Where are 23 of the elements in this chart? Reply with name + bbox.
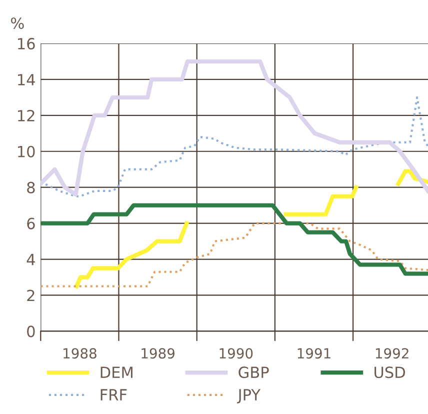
line-series: [40, 59, 428, 197]
y-tick-label: 12: [18, 110, 34, 122]
line-series: [40, 222, 428, 288]
legend-label: FRF: [100, 389, 127, 400]
legend-label: GBP: [238, 366, 269, 378]
x-tick-label: 1992: [376, 348, 408, 359]
legend-label: USD: [374, 366, 405, 378]
legend-label: JPY: [237, 389, 261, 404]
x-tick-label: 1988: [64, 348, 96, 359]
y-tick-label: 8: [27, 182, 35, 194]
line-series: [40, 203, 428, 276]
y-tick-label: 0: [27, 326, 35, 338]
y-tick-label: 2: [27, 290, 34, 302]
y-tick-label: 16: [18, 38, 35, 50]
x-tick-label: 1989: [142, 348, 174, 359]
y-tick-label: 4: [26, 254, 35, 266]
x-tick-label: 1990: [220, 348, 253, 359]
legend-label: DEM: [100, 366, 132, 378]
y-tick-label: 14: [18, 74, 35, 86]
y-tick-label: 6: [27, 218, 35, 230]
x-tick-label: 1991: [298, 348, 330, 359]
y-axis-title: %: [11, 17, 24, 29]
y-tick-label: 10: [18, 146, 35, 158]
